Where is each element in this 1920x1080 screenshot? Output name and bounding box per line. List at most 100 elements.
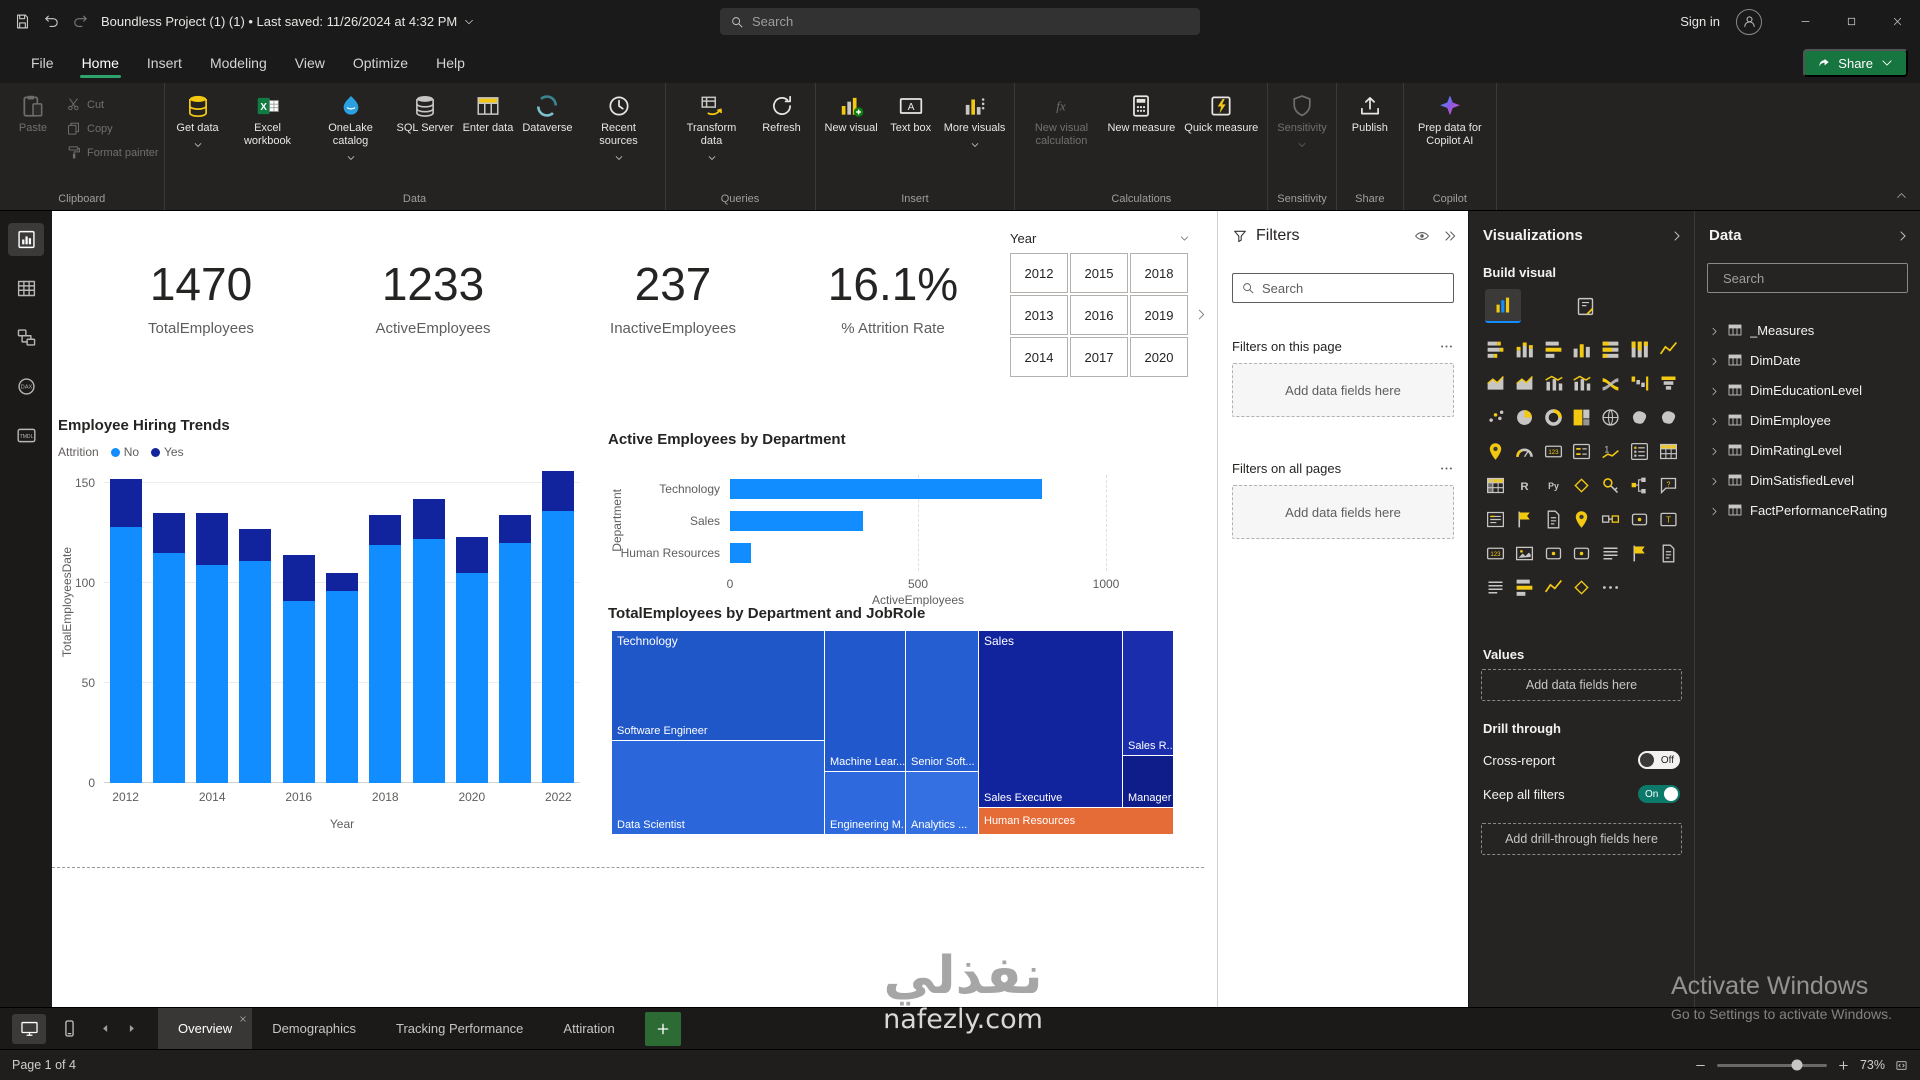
visual-icon-sparkline[interactable] [1543,577,1564,598]
ribbon-dataverse-button[interactable]: Dataverse [518,85,576,137]
redo-icon[interactable] [72,13,89,30]
ribbon-publish-button[interactable]: Publish [1342,85,1398,137]
bar-2014-no[interactable] [196,565,229,783]
visual-icon-line-chart[interactable] [1658,339,1679,360]
hiring-trends-chart[interactable]: Employee Hiring Trends Attrition No Yes … [58,417,606,841]
data-table-dimsatisfiedlevel[interactable]: DimSatisfiedLevel [1695,465,1920,495]
filters-all-pages-dropzone[interactable]: Add data fields here [1232,485,1454,539]
eye-icon[interactable] [1414,228,1430,244]
year-tile-2018[interactable]: 2018 [1130,253,1188,293]
filters-search[interactable] [1232,273,1454,303]
visual-icon-button-slicer[interactable] [1629,509,1650,530]
treemap-block-data-scientist[interactable]: Data Scientist [612,741,824,834]
menu-help[interactable]: Help [436,55,465,71]
visual-icon-slicer[interactable] [1629,441,1650,462]
ribbon-new-visual-calculation-button[interactable]: fx New visual calculation [1020,85,1102,150]
legend-item-yes[interactable]: Yes [151,445,184,459]
visual-icon-waterfall-chart[interactable] [1629,373,1650,394]
visual-icon-100-stacked-bar-chart[interactable] [1600,339,1621,360]
year-tile-2014[interactable]: 2014 [1010,337,1068,377]
visual-icon-power-apps[interactable] [1571,475,1592,496]
sidebar-item-model-view[interactable] [8,321,44,354]
ribbon-new-visual-button[interactable]: New visual [821,85,882,137]
visual-icon-line-and-clustered-column-chart[interactable] [1571,373,1592,394]
get-more-visuals-icon[interactable] [1600,577,1621,598]
page-tab-overview[interactable]: Overview [158,1008,253,1049]
page-tab-demographics[interactable]: Demographics [252,1008,376,1049]
bar-2021-yes[interactable] [499,515,532,543]
zoom-in-icon[interactable] [1837,1059,1850,1072]
data-table-dimdate[interactable]: DimDate [1695,345,1920,375]
ribbon-transform-data-button[interactable]: Transform data [671,85,753,163]
ribbon-more-visuals-button[interactable]: More visuals [940,85,1010,150]
global-search-input[interactable] [752,14,1190,29]
chevron-right-icon[interactable] [1709,475,1720,486]
minimize-button[interactable] [1782,0,1828,43]
year-tile-2017[interactable]: 2017 [1070,337,1128,377]
chevron-right-icon[interactable] [1709,415,1720,426]
treemap-block-analytics[interactable]: Analytics ... [906,772,978,834]
fit-to-page-icon[interactable] [1895,1059,1908,1072]
treemap-block-software-engineer[interactable]: Technology Software Engineer [612,631,824,740]
bar-2020-yes[interactable] [455,537,488,573]
visual-icon-treemap[interactable] [1571,407,1592,428]
bar-2017-no[interactable] [326,591,358,783]
bar-2013-yes[interactable] [152,513,185,553]
data-search-input[interactable] [1723,270,1899,286]
year-tile-2020[interactable]: 2020 [1130,337,1188,377]
visual-icon-stacked-area-chart[interactable] [1514,373,1535,394]
ribbon-get-data-button[interactable]: Get data [170,85,226,150]
new-page-button[interactable] [644,1011,681,1046]
visual-icon-funnel-chart[interactable] [1658,373,1679,394]
visual-icon-new-card[interactable]: 123 [1485,543,1506,564]
ribbon-sensitivity-button[interactable]: Sensitivity [1273,85,1331,150]
cross-report-toggle[interactable]: Off [1638,751,1680,769]
filters-search-input[interactable] [1262,280,1445,296]
treemap-block-sales-executive[interactable]: Sales Sales Executive [979,631,1122,807]
visual-icon-kpi[interactable]: 1 [1600,441,1621,462]
tab-build-visual[interactable] [1485,289,1521,323]
slicer-next-icon[interactable] [1194,307,1209,322]
visual-icon-bookmark-navigator[interactable] [1543,543,1564,564]
share-button[interactable]: Share [1803,49,1908,77]
visual-icon-line-and-stacked-column-chart[interactable] [1543,373,1564,394]
menu-insert[interactable]: Insert [146,55,182,71]
dept-bar-sales[interactable] [730,511,863,531]
visual-icon-stacked-bar-chart[interactable] [1485,339,1506,360]
global-search[interactable] [720,8,1200,35]
kpi-attrition-rate[interactable]: 16.1% % Attrition Rate [783,257,1003,337]
visual-icon-clustered-bar-chart[interactable] [1543,339,1564,360]
bar-2019-yes[interactable] [412,499,445,539]
bar-2022-yes[interactable] [542,471,575,511]
chevron-right-icon[interactable] [1709,505,1720,516]
ribbon-sql-server-button[interactable]: SQL Server [393,85,458,137]
report-canvas[interactable]: 1470 TotalEmployees 1233 ActiveEmployees… [52,211,1217,1007]
bar-2020-no[interactable] [455,573,488,783]
visual-icon-pie-chart[interactable] [1514,407,1535,428]
visual-icon-matrix[interactable] [1485,475,1506,496]
ribbon-quick-measure-button[interactable]: Quick measure [1180,85,1262,137]
visual-icon-table[interactable] [1658,441,1679,462]
visual-icon-area-chart[interactable] [1485,373,1506,394]
bar-2017-yes[interactable] [326,573,358,591]
data-table-factperformancerating[interactable]: FactPerformanceRating [1695,495,1920,525]
visual-icon-card[interactable]: 123 [1543,441,1564,462]
visual-icon-shape-map[interactable] [1658,407,1679,428]
chevron-right-icon[interactable] [1709,325,1720,336]
sidebar-item-report-view[interactable] [8,223,44,256]
ribbon-enter-data-button[interactable]: Enter data [459,85,518,137]
visual-icon-clustered-column-chart[interactable] [1571,339,1592,360]
bar-2016-no[interactable] [282,601,315,783]
bar-2018-yes[interactable] [369,515,402,545]
year-tile-2019[interactable]: 2019 [1130,295,1188,335]
visual-icon-image[interactable] [1514,543,1535,564]
visual-icon-smart-narrative[interactable] [1485,509,1506,530]
more-options-icon[interactable] [1439,461,1454,476]
visual-icon-100-stacked-column-chart[interactable] [1629,339,1650,360]
bar-2015-no[interactable] [239,561,272,783]
visual-icon-bullet-chart[interactable] [1514,577,1535,598]
data-table-dimratinglevel[interactable]: DimRatingLevel [1695,435,1920,465]
visual-icon-page-navigator[interactable] [1571,543,1592,564]
chevron-right-icon[interactable] [1709,355,1720,366]
menu-file[interactable]: File [31,55,54,71]
